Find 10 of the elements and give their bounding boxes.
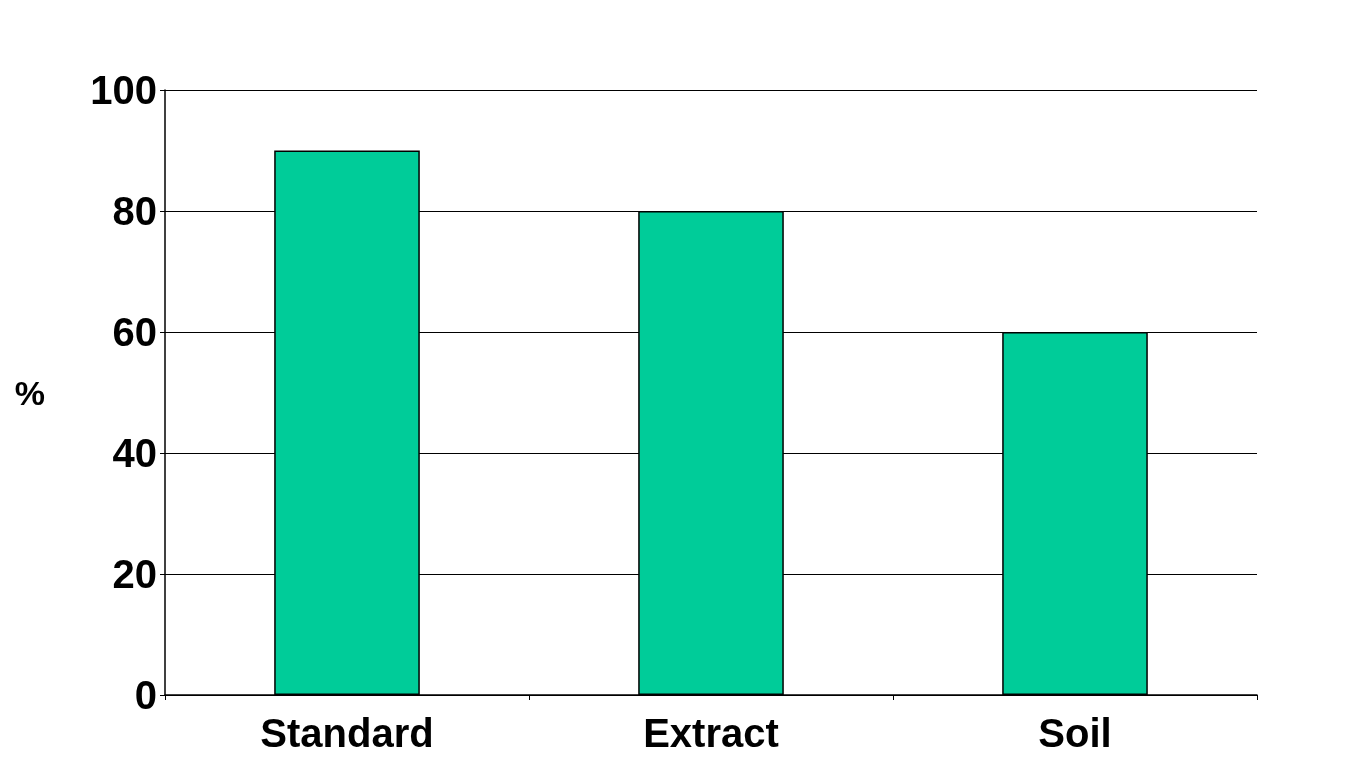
- y-tick-label: 60: [112, 310, 157, 354]
- y-tick-label: 0: [134, 673, 157, 717]
- y-axis-title: %: [14, 373, 45, 412]
- y-tick-label: 20: [112, 552, 157, 596]
- y-tick-label: 100: [90, 68, 157, 112]
- x-tick-label: Standard: [260, 711, 434, 755]
- y-tick-label: 40: [112, 431, 157, 475]
- x-tick-label: Soil: [1038, 711, 1112, 755]
- y-tick-label: 80: [112, 189, 157, 233]
- x-tick-label: Extract: [643, 711, 779, 755]
